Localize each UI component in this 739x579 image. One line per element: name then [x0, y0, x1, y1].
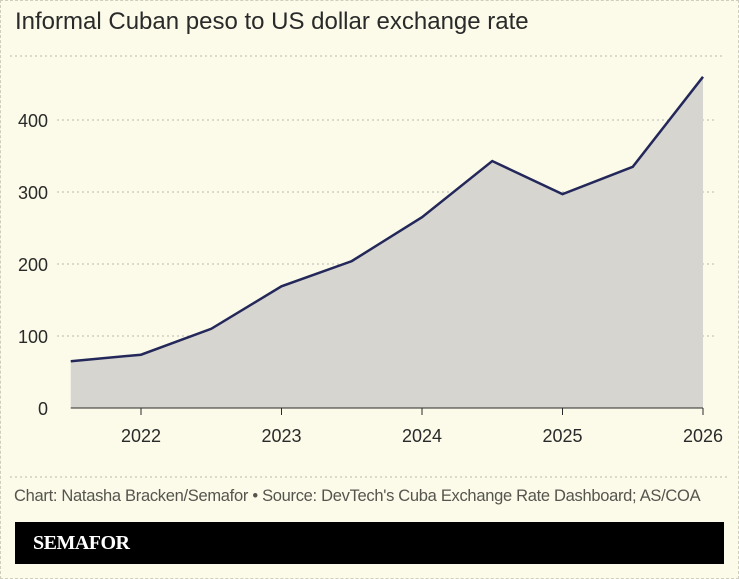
- y-tick-label: 100: [18, 327, 48, 347]
- area-fill: [70, 76, 703, 409]
- y-tick-label: 300: [18, 183, 48, 203]
- x-tick-label: 2022: [121, 426, 161, 446]
- series-line: [70, 76, 704, 363]
- x-tick-label: 2023: [261, 426, 301, 446]
- semafor-logo: SEMAFOR: [33, 532, 130, 554]
- footer-bar: SEMAFOR: [15, 522, 724, 564]
- x-tick-label: 2024: [402, 426, 442, 446]
- y-tick-label: 200: [18, 255, 48, 275]
- chart-title: Informal Cuban peso to US dollar exchang…: [15, 8, 529, 35]
- y-tick-label: 400: [18, 111, 48, 131]
- chart-plot: 0 100 200 300 400 2022 2023 2024 2025 2026: [10, 55, 728, 478]
- chart-credit: Chart: Natasha Bracken/Semafor • Source:…: [14, 487, 701, 505]
- y-tick-label: 0: [38, 399, 48, 419]
- x-tick-label: 2026: [683, 426, 723, 446]
- x-tick-label: 2025: [542, 426, 582, 446]
